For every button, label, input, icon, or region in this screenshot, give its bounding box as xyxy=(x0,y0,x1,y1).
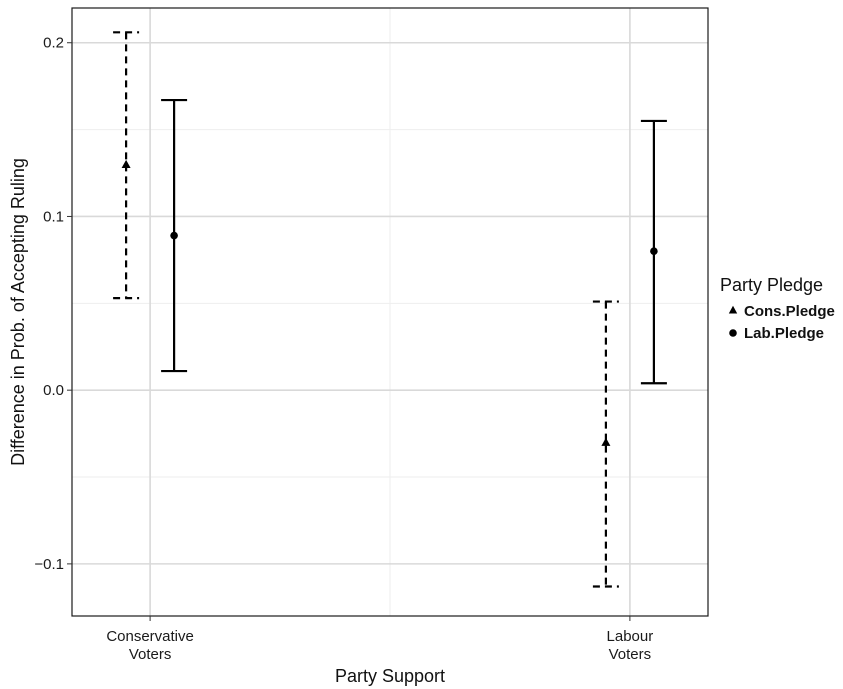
errorbar-cons-pledge xyxy=(592,300,619,588)
point-triangle-marker xyxy=(121,159,131,168)
legend-label: Cons.Pledge xyxy=(744,303,835,320)
x-tick-label: Voters xyxy=(129,646,172,663)
grid xyxy=(72,8,708,616)
legend-circle-icon xyxy=(729,329,737,337)
y-tick-label: 0.0 xyxy=(43,382,64,399)
point-circle-marker xyxy=(170,231,178,240)
x-tick-label: Labour xyxy=(607,628,654,645)
y-tick-label: −0.1 xyxy=(34,556,64,573)
x-axis-title: Party Support xyxy=(335,666,445,686)
x-tick-label: Conservative xyxy=(106,628,194,645)
legend-triangle-icon xyxy=(728,305,738,314)
point-circle-marker xyxy=(650,247,658,255)
x-tick-label: Voters xyxy=(609,646,652,663)
y-axis-ticks: −0.1 0.0 0.1 0.2 xyxy=(34,35,72,573)
errorbar-cons-pledge xyxy=(113,31,140,300)
errorbar-lab-pledge xyxy=(640,119,667,385)
y-tick-label: 0.2 xyxy=(43,35,64,52)
legend: Party Pledge Cons.Pledge Lab.Pledge xyxy=(720,275,835,342)
plot-panel-border xyxy=(71,7,709,617)
point-triangle-marker xyxy=(601,437,611,446)
y-tick-label: 0.1 xyxy=(43,208,64,225)
errorbar-lab-pledge xyxy=(161,98,188,373)
chart-marks xyxy=(113,31,667,588)
legend-label: Lab.Pledge xyxy=(744,325,824,342)
y-axis-title: Difference in Prob. of Accepting Ruling xyxy=(8,158,28,466)
legend-title: Party Pledge xyxy=(720,275,823,295)
